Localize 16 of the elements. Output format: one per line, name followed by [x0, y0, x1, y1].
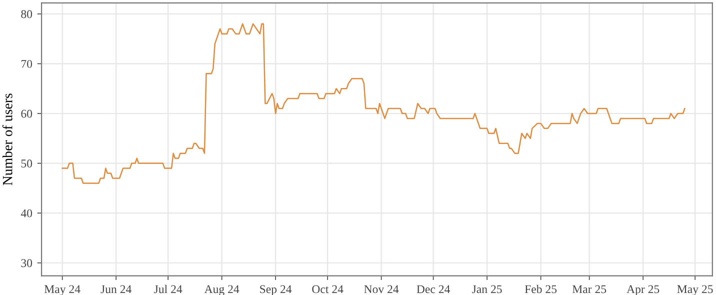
y-axis-title: Number of users: [2, 94, 12, 186]
line-series: [62, 23, 686, 184]
y-tick-label: 50: [21, 160, 32, 168]
x-tick-label: Jul 24: [154, 284, 182, 294]
y-tick-label: 60: [21, 110, 32, 118]
x-tick-label: Nov 24: [364, 285, 399, 294]
y-tick-label: 80: [21, 10, 32, 18]
y-tick-label: 40: [20, 209, 32, 218]
x-tick-label: Oct 24: [312, 285, 344, 294]
y-tick-label: 70: [21, 60, 32, 68]
x-tick-label: Feb 25: [524, 284, 557, 294]
x-tick-label: Mar 25: [572, 285, 606, 294]
x-tick-label: Jan 25: [472, 285, 502, 294]
x-tick-label: Jun 24: [100, 285, 132, 294]
x-tick-label: Dec 24: [416, 285, 450, 294]
y-tick-label: 30: [21, 259, 32, 268]
